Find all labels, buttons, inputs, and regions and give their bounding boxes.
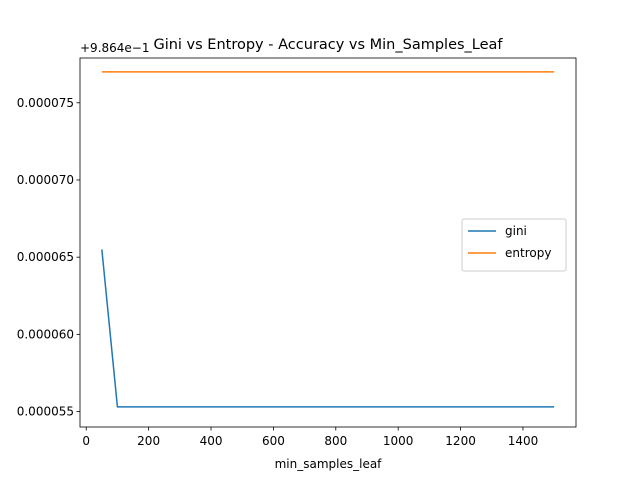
y-tick-label: 0.000070	[17, 173, 74, 187]
legend: gini entropy	[461, 218, 567, 272]
x-axis-ticks: 0 200 400 600 800 1000 1200 1400	[82, 427, 538, 448]
x-tick-label: 1200	[445, 434, 476, 448]
x-tick-label: 200	[137, 434, 160, 448]
y-tick-label: 0.000060	[17, 327, 74, 341]
y-tick-label: 0.000055	[17, 405, 74, 419]
y-offset-label: +9.864e−1	[80, 41, 149, 55]
x-tick-label: 1400	[508, 434, 539, 448]
chart-title: Gini vs Entropy - Accuracy vs Min_Sample…	[153, 37, 503, 53]
legend-label-entropy: entropy	[505, 246, 551, 260]
y-tick-label: 0.000075	[17, 96, 74, 110]
plot-area	[79, 57, 577, 428]
x-tick-label: 600	[262, 434, 285, 448]
y-axis-ticks: 0.000055 0.000060 0.000065 0.000070 0.000075	[17, 96, 80, 419]
x-tick-label: 800	[324, 434, 347, 448]
y-tick-label: 0.000065	[17, 250, 74, 264]
legend-box	[461, 218, 567, 272]
axes-frame	[79, 57, 577, 428]
x-axis-title: min_samples_leaf	[275, 457, 383, 471]
series-line-gini	[101, 249, 555, 408]
legend-label-gini: gini	[505, 224, 527, 238]
x-tick-label: 400	[200, 434, 223, 448]
x-tick-label: 0	[82, 434, 90, 448]
series-lines	[101, 71, 555, 408]
x-tick-label: 1000	[383, 434, 414, 448]
